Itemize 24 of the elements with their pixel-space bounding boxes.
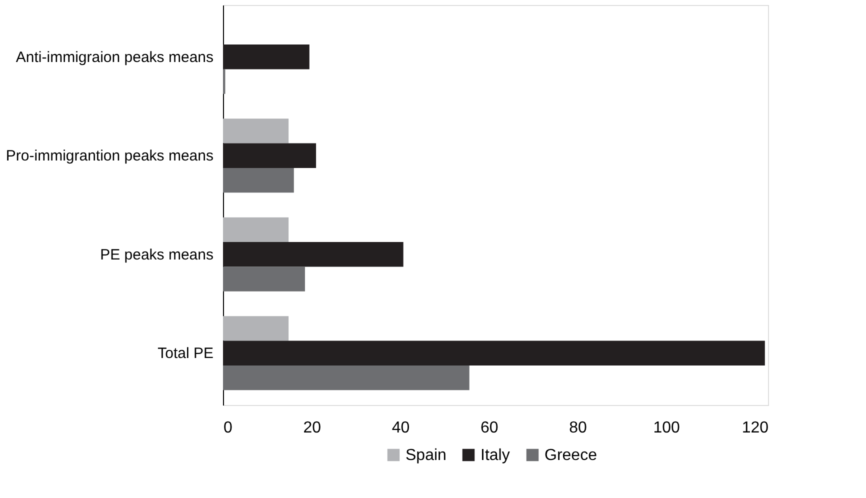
bar: [223, 316, 289, 341]
x-tick-label: 40: [392, 420, 410, 436]
y-tick-label: Anti-immigraion peaks means: [16, 48, 214, 66]
bar: [223, 143, 316, 168]
bar: [223, 340, 765, 366]
y-tick-label: Pro-immigrantion peaks means: [6, 148, 214, 165]
x-tick-label: 80: [569, 420, 587, 436]
x-tick-label: 120: [742, 420, 769, 436]
legend-label: Italy: [480, 447, 510, 464]
y-tick-label: Total PE: [158, 345, 214, 362]
y-tick-label: PE peaks means: [100, 246, 214, 264]
x-tick-label: 100: [653, 420, 680, 436]
bar: [223, 365, 470, 390]
x-tick-label: 20: [303, 420, 322, 436]
bar: [223, 44, 310, 70]
bar: [223, 266, 305, 292]
legend-label: Spain: [406, 447, 446, 464]
x-tick-label: 0: [224, 420, 232, 436]
bar: [223, 168, 294, 193]
bar: [223, 217, 289, 242]
bar: [223, 118, 289, 144]
x-tick-label: 60: [480, 420, 498, 436]
bar: [223, 242, 404, 267]
legend-label: Greece: [544, 447, 598, 464]
